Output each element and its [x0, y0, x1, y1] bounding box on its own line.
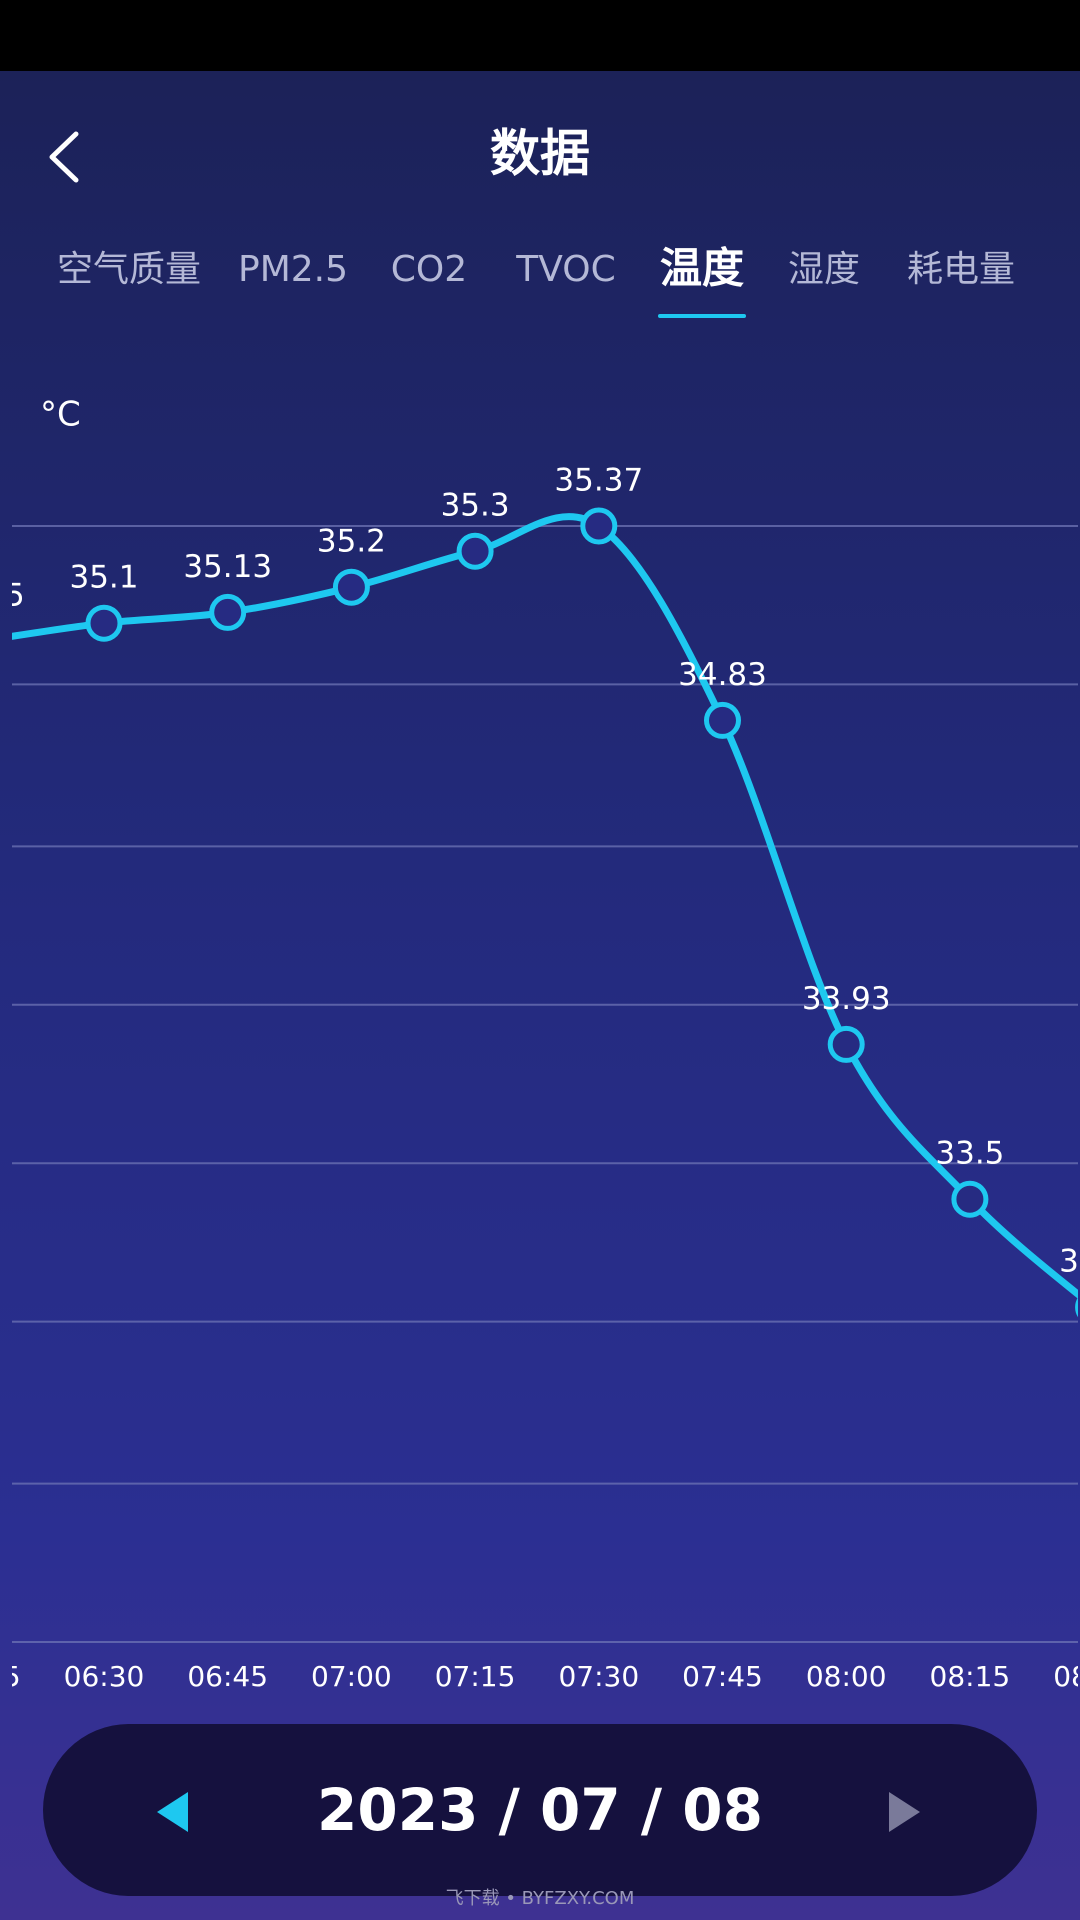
- data-point: [332, 568, 370, 606]
- tab[interactable]: TVOC: [515, 249, 615, 290]
- x-tick-label: 06:45: [187, 1660, 268, 1693]
- x-tick-label: 08:00: [806, 1660, 887, 1693]
- value-label: 35.05: [0, 578, 25, 614]
- status-bar: [0, 0, 1080, 71]
- value-label: 34.83: [678, 657, 767, 693]
- tab[interactable]: CO2: [391, 249, 467, 290]
- x-tick-label: 07:30: [558, 1660, 639, 1693]
- data-point: [456, 532, 494, 570]
- back-button[interactable]: [49, 131, 79, 183]
- value-label: 33.2: [1059, 1244, 1080, 1280]
- tab[interactable]: PM2.5: [238, 249, 348, 290]
- value-label: 35.3: [441, 488, 510, 524]
- date-label: 2023 / 07 / 08: [317, 1776, 763, 1844]
- tab-indicator: [658, 314, 746, 318]
- data-point: [209, 593, 247, 631]
- x-tick-label: 06:15: [0, 1660, 21, 1693]
- page-title: 数据: [490, 125, 590, 183]
- x-tick-label: 07:15: [435, 1660, 516, 1693]
- data-point: [951, 1180, 989, 1218]
- value-label: 35.1: [69, 560, 138, 596]
- x-tick-label: 08:30: [1053, 1660, 1080, 1693]
- tab-bar: 空气质量 PM2.5 CO2 TVOC 温度 湿度 耗电量: [57, 244, 1015, 318]
- data-point: [1075, 1297, 1078, 1318]
- grid: [12, 525, 1078, 1643]
- data-point: [580, 507, 618, 545]
- plot-area: 35.05 35.1 35.13 35.2 35.3 35.37 34.83 33.93 33.…: [0, 463, 1080, 1693]
- date-bar: [43, 1724, 1037, 1896]
- value-label: 35.37: [554, 463, 643, 499]
- tab[interactable]: 湿度: [788, 249, 860, 290]
- data-point: [704, 701, 741, 739]
- tab[interactable]: 耗电量: [907, 249, 1015, 290]
- value-label: 33.5: [935, 1136, 1004, 1172]
- tab[interactable]: 温度: [660, 244, 744, 293]
- unit-label: °C: [40, 395, 81, 435]
- value-label: 33.93: [802, 981, 891, 1017]
- x-tick-label: 06:30: [64, 1660, 145, 1693]
- data-point: [85, 604, 123, 642]
- x-tick-label: 08:15: [930, 1660, 1011, 1693]
- watermark: 飞下载 • BYFZXY.COM: [446, 1888, 635, 1909]
- next-day-button[interactable]: [889, 1792, 920, 1832]
- x-tick-label: 07:45: [682, 1660, 763, 1693]
- previous-day-button[interactable]: [157, 1792, 188, 1832]
- value-label: 35.2: [317, 524, 386, 560]
- x-tick-label: 07:00: [311, 1660, 392, 1693]
- data-point: [827, 1025, 865, 1063]
- tab[interactable]: 空气质量: [57, 249, 201, 290]
- value-label: 35.13: [183, 549, 272, 585]
